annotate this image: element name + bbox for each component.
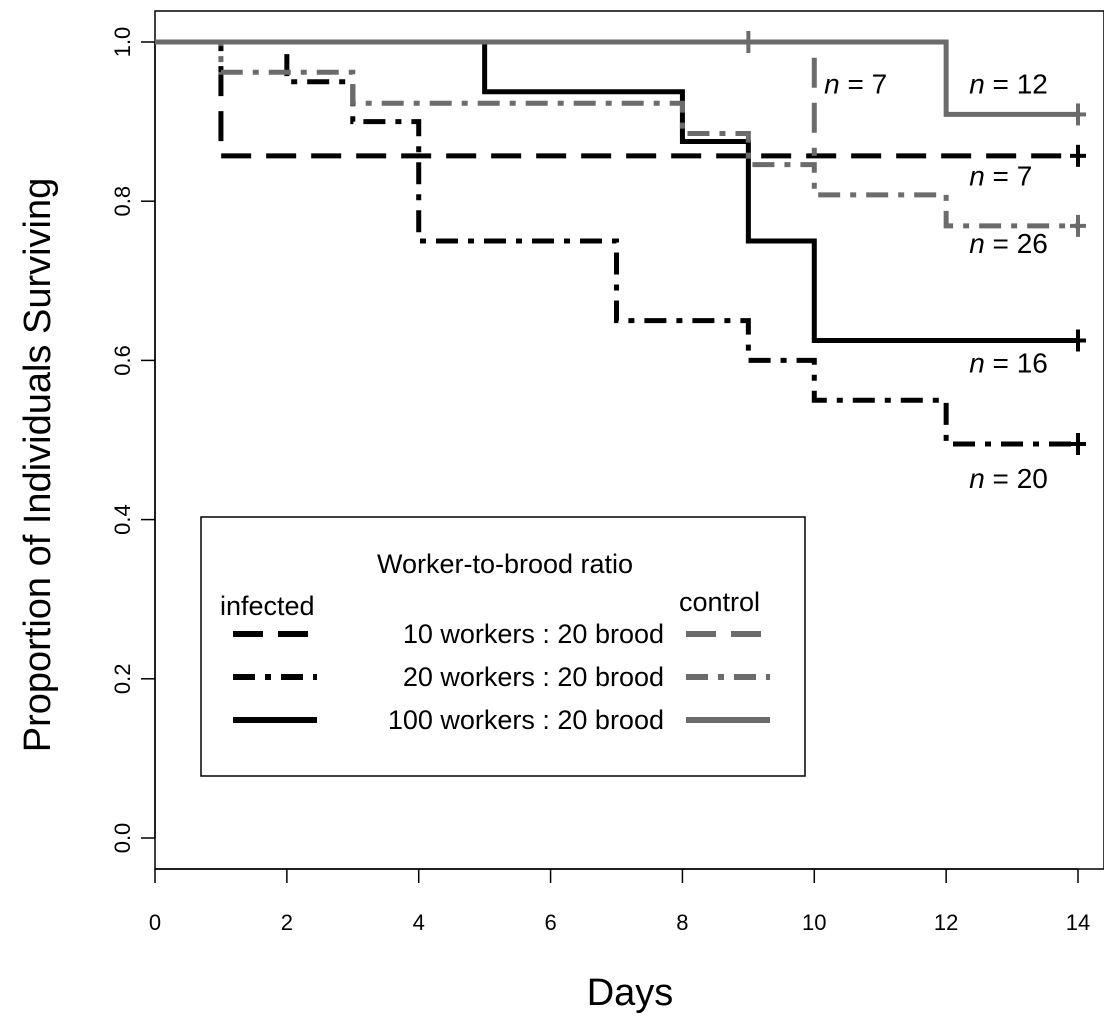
n-label-value: = 20 xyxy=(985,463,1048,494)
legend-line-samples xyxy=(233,631,770,723)
n-label-control-100-workers: n = 12 xyxy=(969,69,1048,100)
n-label-infected-100-workers: n = 16 xyxy=(969,347,1048,378)
legend-box xyxy=(200,516,806,777)
series-line-infected-10-workers xyxy=(155,39,1078,159)
series-line-control-100-workers xyxy=(155,39,1078,117)
n-label-symbol: n xyxy=(969,228,985,259)
n-label-symbol: n xyxy=(969,347,985,378)
n-labels: n = 7n = 20n = 16n = 7n = 26n = 12 xyxy=(824,69,1048,494)
legend-entry-100-workers: 100 workers : 20 brood xyxy=(388,705,664,735)
series-layer xyxy=(155,31,1086,455)
legend-entry-20-workers: 20 workers : 20 brood xyxy=(403,662,664,692)
x-axis: 0 2 4 6 8 10 12 14 xyxy=(149,868,1090,935)
n-label-control-20-workers: n = 26 xyxy=(969,228,1048,259)
x-tick-label-4: 4 xyxy=(413,910,425,935)
n-label-value: = 26 xyxy=(985,228,1048,259)
y-axis-title: Proportion of Individuals Surviving xyxy=(17,178,59,753)
legend-infected-heading: infected xyxy=(220,591,315,621)
x-tick-label-8: 8 xyxy=(676,910,688,935)
y-tick-label-0.4: 0.4 xyxy=(110,504,135,535)
x-tick-label-6: 6 xyxy=(544,910,556,935)
y-tick-label-0.8: 0.8 xyxy=(110,186,135,217)
y-tick-label-0.6: 0.6 xyxy=(110,345,135,376)
legend-control-heading: control xyxy=(679,587,760,617)
x-tick-label-0: 0 xyxy=(149,910,161,935)
n-label-symbol: n xyxy=(969,160,985,191)
n-label-control-10-workers: n = 7 xyxy=(824,69,887,100)
x-tick-label-10: 10 xyxy=(802,910,826,935)
y-tick-label-0.0: 0.0 xyxy=(110,823,135,854)
legend: Worker-to-brood ratio infected control 1… xyxy=(200,516,806,777)
legend-entry-10-workers: 10 workers : 20 brood xyxy=(403,619,664,649)
series-line-infected-100-workers xyxy=(155,39,1078,343)
x-tick-label-12: 12 xyxy=(934,910,958,935)
n-label-symbol: n xyxy=(824,69,840,100)
x-axis-title: Days xyxy=(587,972,674,1014)
y-tick-label-0.2: 0.2 xyxy=(110,664,135,695)
n-label-value: = 12 xyxy=(985,69,1048,100)
series-line-infected-20-workers xyxy=(155,39,1078,447)
n-label-infected-10-workers: n = 7 xyxy=(969,160,1032,191)
x-tick-label-14: 14 xyxy=(1066,910,1090,935)
y-axis: 0.0 0.2 0.4 0.6 0.8 1.0 xyxy=(110,27,156,854)
series-line-control-20-workers xyxy=(155,39,1078,229)
n-label-value: = 7 xyxy=(985,160,1032,191)
legend-title: Worker-to-brood ratio xyxy=(377,549,633,579)
n-label-value: = 7 xyxy=(840,69,887,100)
n-label-infected-20-workers: n = 20 xyxy=(969,463,1048,494)
n-label-value: = 16 xyxy=(985,347,1048,378)
x-tick-label-2: 2 xyxy=(281,910,293,935)
n-label-symbol: n xyxy=(969,69,985,100)
y-tick-label-1.0: 1.0 xyxy=(110,27,135,58)
n-label-symbol: n xyxy=(969,463,985,494)
